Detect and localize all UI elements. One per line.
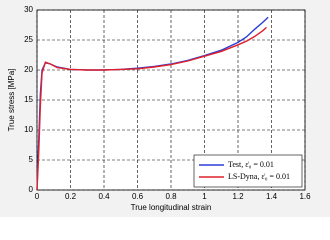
y-axis-label: True stress [MPa] [7,69,16,132]
legend-label: Test, ε̇₀ = 0.01 [228,160,274,169]
legend-label: LS-Dyna, ε̇₀ = 0.01 [228,172,290,181]
x-tick-label: 0.4 [98,192,110,201]
y-tick-label: 15 [24,95,33,104]
y-tick-label: 25 [24,35,33,44]
x-tick-label: 0.2 [65,192,77,201]
x-tick-label: 1.6 [299,192,311,201]
x-tick-label: 1.4 [266,192,278,201]
series-line [36,26,267,191]
y-tick-label: 10 [24,125,33,134]
y-tick-label: 30 [24,5,33,14]
y-tick-label: 5 [29,155,34,164]
y-tick-label: 0 [29,185,34,194]
legend-box [193,154,303,188]
x-tick-label: 1.2 [232,192,244,201]
x-tick-label: 0.6 [132,192,144,201]
chart: True longitudinal strain True stress [MP… [0,0,330,217]
x-tick-label: 0.8 [165,192,177,201]
x-tick-label: 1 [202,192,207,201]
y-tick-label: 20 [24,65,33,74]
x-tick-label: 0 [35,192,40,201]
x-axis-label: True longitudinal strain [131,203,212,212]
